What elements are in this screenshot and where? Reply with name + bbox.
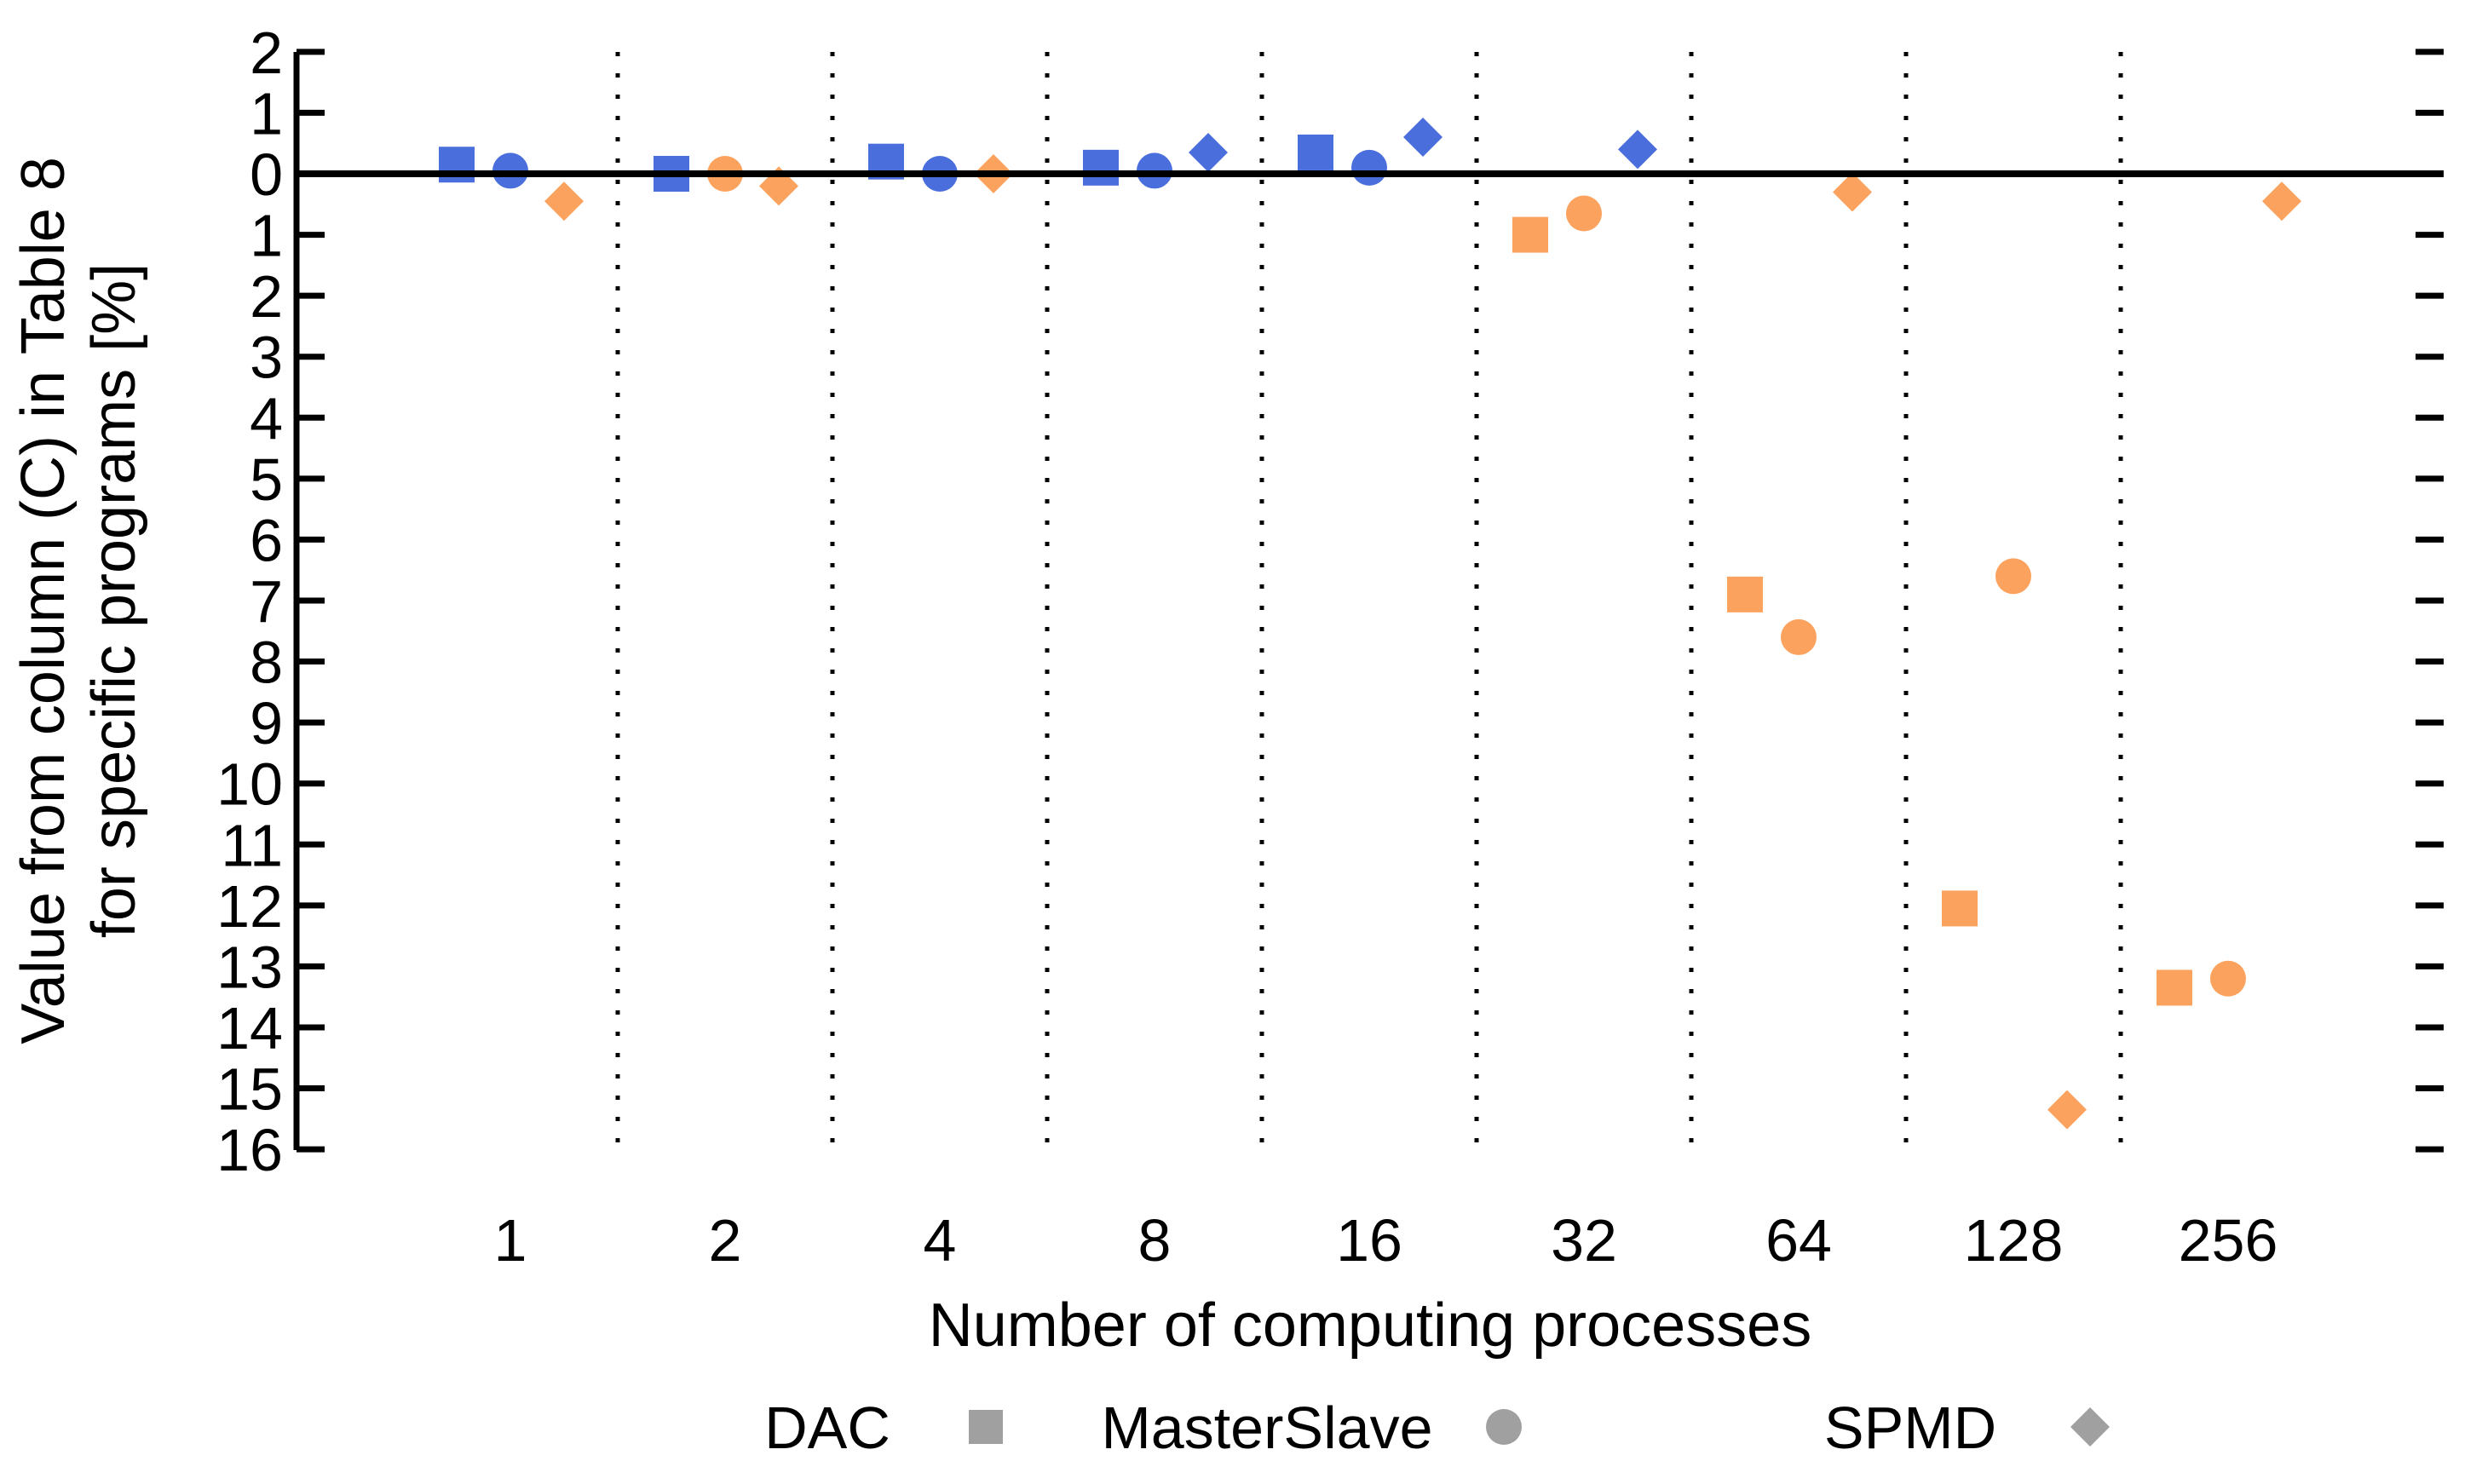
data-point-diamond <box>1833 172 1872 212</box>
data-point-square <box>1727 576 1763 613</box>
y-tick-label: 9 <box>250 690 283 756</box>
data-point-circle <box>1351 149 1387 186</box>
y-tick-label: 8 <box>250 630 283 696</box>
legend-label-dac: DAC <box>764 1395 890 1461</box>
x-tick-label: 256 <box>2179 1207 2278 1274</box>
data-point-circle <box>1781 618 1817 655</box>
y-axis-title-line1: Value from column (C) in Table 8 <box>9 157 78 1044</box>
data-point-square <box>1083 149 1119 186</box>
data-point-square <box>2157 969 2192 1006</box>
y-tick-label: 0 <box>250 141 283 208</box>
y-tick-label: 7 <box>250 568 283 635</box>
legend-circle-icon <box>1486 1409 1522 1445</box>
data-point-square <box>1512 216 1548 253</box>
x-tick-label: 16 <box>1336 1207 1402 1274</box>
x-tick-label: 8 <box>1138 1207 1172 1274</box>
data-point-diamond <box>544 181 584 221</box>
legend-diamond-icon <box>2070 1407 2110 1447</box>
legend-label-spmd: SPMD <box>1824 1395 1996 1461</box>
data-point-diamond <box>2262 181 2301 221</box>
data-point-square <box>1298 134 1333 170</box>
y-tick-label: 2 <box>250 263 283 330</box>
data-points-layer <box>439 118 2301 1130</box>
y-tick-label: 5 <box>250 446 283 513</box>
y-tick-label: 12 <box>216 873 283 940</box>
x-tick-label: 128 <box>1964 1207 2064 1274</box>
x-tick-label: 32 <box>1551 1207 1617 1274</box>
x-tick-label: 1 <box>494 1207 527 1274</box>
data-point-circle <box>1995 558 2031 595</box>
y-tick-label: 10 <box>216 751 283 818</box>
data-point-diamond <box>1189 132 1228 172</box>
y-tick-label: 1 <box>250 203 283 269</box>
x-axis-title: Number of computing processes <box>929 1291 1811 1360</box>
data-point-circle <box>2210 960 2246 997</box>
y-tick-label: 13 <box>216 934 283 1000</box>
y-tick-label: 15 <box>216 1056 283 1123</box>
y-tick-label: 14 <box>216 995 283 1061</box>
y-axis-title-line2: for specific programs [%] <box>80 263 148 938</box>
gridlines-layer <box>615 52 2123 1150</box>
y-tick-label: 11 <box>221 812 283 878</box>
y-tick-label: 4 <box>250 385 283 452</box>
data-point-diamond <box>1618 129 1657 170</box>
data-point-square <box>1942 890 1978 927</box>
axes-layer <box>293 49 2444 1153</box>
x-tick-label: 2 <box>709 1207 742 1274</box>
data-point-circle <box>1566 195 1602 232</box>
y-tick-label: 2 <box>250 20 283 86</box>
data-point-diamond <box>1403 118 1443 158</box>
y-tick-label: 1 <box>250 80 283 147</box>
x-tick-label: 4 <box>924 1207 957 1274</box>
data-point-diamond <box>2047 1090 2087 1130</box>
legend-label-masterslave: MasterSlave <box>1101 1395 1432 1461</box>
x-tick-label: 64 <box>1765 1207 1832 1274</box>
legend: DAC MasterSlave SPMD <box>764 1395 2110 1461</box>
y-tick-label: 16 <box>216 1117 283 1183</box>
y-tick-label: 3 <box>250 325 283 391</box>
legend-square-icon <box>969 1410 1003 1444</box>
y-tick-label: 6 <box>250 507 283 573</box>
